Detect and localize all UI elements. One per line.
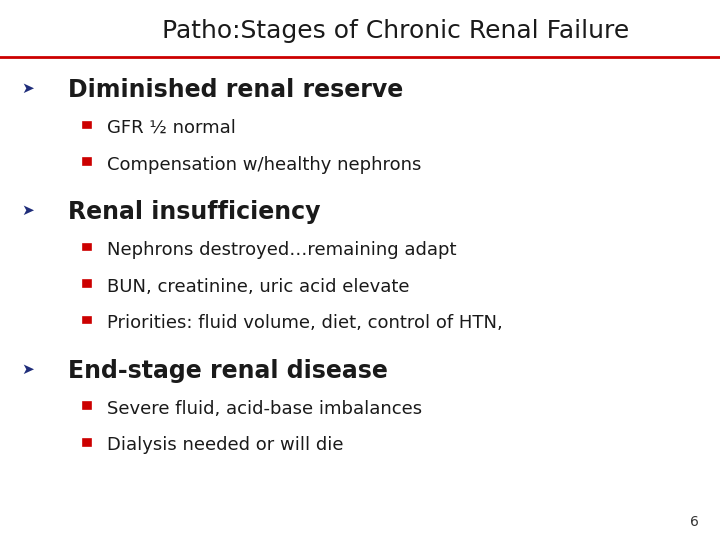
Bar xyxy=(83,122,91,128)
Text: Severe fluid, acid-base imbalances: Severe fluid, acid-base imbalances xyxy=(107,400,422,417)
Text: Renal insufficiency: Renal insufficiency xyxy=(68,200,321,224)
Text: 6: 6 xyxy=(690,515,698,529)
Bar xyxy=(83,158,91,165)
Bar xyxy=(83,439,91,446)
Text: Compensation w/healthy nephrons: Compensation w/healthy nephrons xyxy=(107,156,421,173)
Text: ➤: ➤ xyxy=(22,362,35,377)
Text: End-stage renal disease: End-stage renal disease xyxy=(68,359,388,383)
Bar xyxy=(83,317,91,323)
Text: Nephrons destroyed…remaining adapt: Nephrons destroyed…remaining adapt xyxy=(107,241,456,259)
Text: ➤: ➤ xyxy=(22,203,35,218)
Bar xyxy=(83,280,91,287)
Text: ➤: ➤ xyxy=(22,81,35,96)
Text: GFR ½ normal: GFR ½ normal xyxy=(107,119,235,137)
Text: BUN, creatinine, uric acid elevate: BUN, creatinine, uric acid elevate xyxy=(107,278,409,295)
Text: Diminished renal reserve: Diminished renal reserve xyxy=(68,78,404,102)
Bar xyxy=(83,244,91,250)
Bar xyxy=(83,402,91,409)
Text: Patho:Stages of Chronic Renal Failure: Patho:Stages of Chronic Renal Failure xyxy=(163,19,629,43)
Text: Dialysis needed or will die: Dialysis needed or will die xyxy=(107,436,343,454)
Text: Priorities: fluid volume, diet, control of HTN,: Priorities: fluid volume, diet, control … xyxy=(107,314,503,332)
